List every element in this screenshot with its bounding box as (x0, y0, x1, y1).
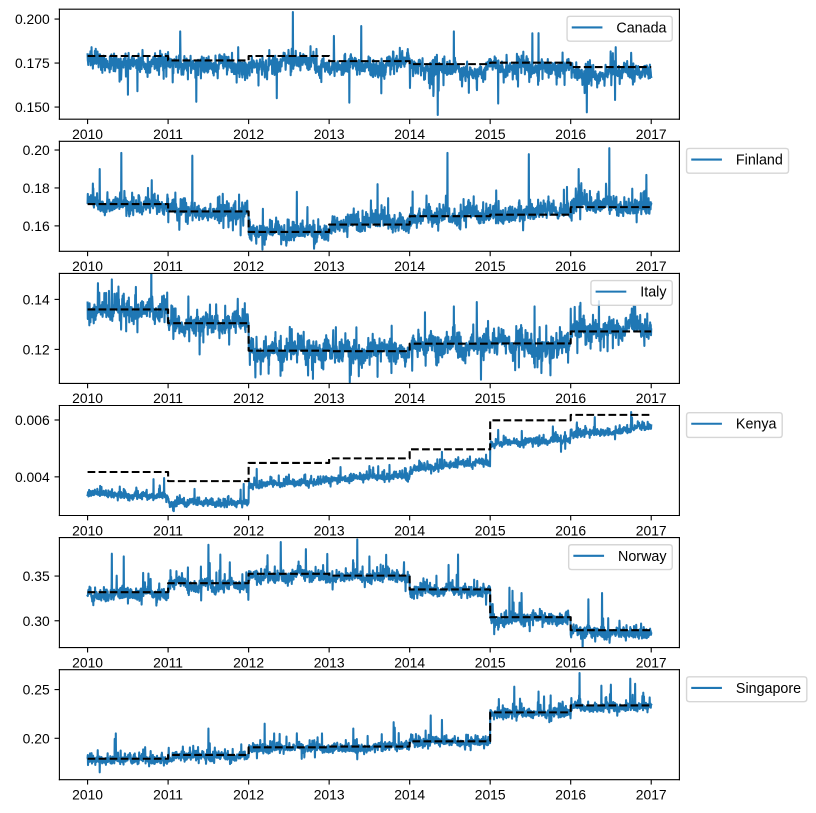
svg-text:2010: 2010 (72, 126, 103, 142)
svg-text:2017: 2017 (636, 258, 667, 274)
svg-text:0.18: 0.18 (23, 180, 50, 196)
svg-text:0.25: 0.25 (23, 682, 50, 698)
svg-text:2013: 2013 (314, 522, 345, 538)
svg-text:2016: 2016 (555, 786, 586, 802)
svg-text:2013: 2013 (314, 654, 345, 670)
svg-text:0.12: 0.12 (23, 341, 50, 357)
svg-text:2012: 2012 (233, 522, 264, 538)
svg-text:2013: 2013 (314, 786, 345, 802)
svg-text:0.175: 0.175 (15, 55, 50, 71)
svg-text:2013: 2013 (314, 258, 345, 274)
svg-text:2017: 2017 (636, 654, 667, 670)
svg-text:2015: 2015 (475, 522, 506, 538)
svg-text:2010: 2010 (72, 786, 103, 802)
svg-text:Singapore: Singapore (736, 681, 801, 697)
svg-text:2012: 2012 (233, 786, 264, 802)
svg-text:2010: 2010 (72, 654, 103, 670)
svg-text:2017: 2017 (636, 786, 667, 802)
svg-text:2015: 2015 (475, 390, 506, 406)
svg-text:0.20: 0.20 (23, 730, 50, 746)
svg-text:Canada: Canada (616, 20, 666, 36)
svg-text:Norway: Norway (618, 549, 667, 565)
svg-text:Kenya: Kenya (736, 417, 777, 433)
svg-text:2011: 2011 (153, 522, 183, 538)
svg-text:2014: 2014 (394, 390, 425, 406)
svg-text:2012: 2012 (233, 126, 264, 142)
svg-text:2011: 2011 (153, 654, 183, 670)
svg-text:2012: 2012 (233, 258, 264, 274)
svg-text:0.200: 0.200 (15, 11, 50, 27)
svg-text:2016: 2016 (555, 522, 586, 538)
svg-text:2017: 2017 (636, 390, 667, 406)
svg-text:2014: 2014 (394, 258, 425, 274)
svg-text:Finland: Finland (736, 153, 783, 169)
svg-text:2016: 2016 (555, 390, 586, 406)
svg-text:2016: 2016 (555, 654, 586, 670)
svg-text:2015: 2015 (475, 126, 506, 142)
svg-text:2012: 2012 (233, 654, 264, 670)
svg-text:2017: 2017 (636, 126, 667, 142)
svg-text:2016: 2016 (555, 258, 586, 274)
svg-text:2010: 2010 (72, 522, 103, 538)
svg-text:2015: 2015 (475, 654, 506, 670)
svg-text:2013: 2013 (314, 390, 345, 406)
svg-text:2014: 2014 (394, 522, 425, 538)
svg-text:2014: 2014 (394, 786, 425, 802)
svg-text:0.30: 0.30 (23, 613, 50, 629)
svg-text:2013: 2013 (314, 126, 345, 142)
svg-text:2011: 2011 (153, 258, 183, 274)
svg-text:2016: 2016 (555, 126, 586, 142)
svg-text:2014: 2014 (394, 126, 425, 142)
svg-text:0.006: 0.006 (15, 412, 50, 428)
svg-text:2011: 2011 (153, 786, 183, 802)
svg-text:2011: 2011 (153, 390, 183, 406)
svg-text:2012: 2012 (233, 390, 264, 406)
svg-text:2010: 2010 (72, 390, 103, 406)
svg-text:2015: 2015 (475, 786, 506, 802)
svg-text:2015: 2015 (475, 258, 506, 274)
svg-text:2017: 2017 (636, 522, 667, 538)
svg-text:2011: 2011 (153, 126, 183, 142)
svg-text:0.20: 0.20 (23, 142, 50, 158)
svg-text:0.35: 0.35 (23, 568, 50, 584)
svg-text:0.004: 0.004 (15, 469, 50, 485)
svg-text:0.150: 0.150 (15, 99, 50, 115)
svg-text:2010: 2010 (72, 258, 103, 274)
svg-text:0.14: 0.14 (23, 291, 50, 307)
svg-text:2014: 2014 (394, 654, 425, 670)
svg-text:Italy: Italy (640, 285, 667, 301)
svg-text:0.16: 0.16 (23, 218, 50, 234)
